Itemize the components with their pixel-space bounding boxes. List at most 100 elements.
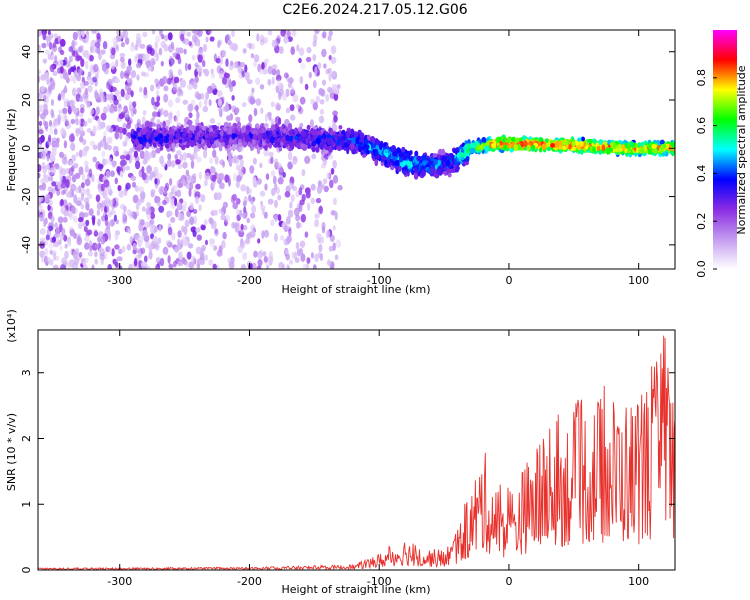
noise-speckle xyxy=(118,103,122,109)
noise-speckle xyxy=(263,256,268,263)
ridge-speckle xyxy=(389,165,395,171)
noise-speckle xyxy=(96,45,101,55)
noise-speckle xyxy=(86,229,93,236)
noise-speckle xyxy=(271,39,278,48)
noise-speckle xyxy=(39,104,45,113)
noise-speckle xyxy=(128,100,133,109)
noise-speckle xyxy=(319,99,325,105)
noise-speckle xyxy=(186,251,192,260)
noise-speckle xyxy=(38,120,43,127)
noise-speckle xyxy=(50,215,55,223)
noise-speckle xyxy=(285,88,290,98)
noise-speckle xyxy=(176,201,182,210)
noise-speckle xyxy=(129,147,136,153)
noise-speckle xyxy=(44,217,48,225)
noise-speckle xyxy=(117,95,122,102)
noise-speckle xyxy=(250,43,256,50)
noise-speckle xyxy=(224,104,230,112)
noise-speckle xyxy=(144,150,150,159)
noise-speckle xyxy=(246,79,253,85)
noise-speckle xyxy=(52,42,56,49)
noise-speckle xyxy=(227,153,231,163)
noise-speckle xyxy=(171,184,178,193)
noise-speckle xyxy=(263,229,269,238)
noise-speckle xyxy=(39,214,45,222)
noise-speckle xyxy=(63,98,70,106)
noise-speckle xyxy=(203,149,208,159)
noise-speckle xyxy=(86,128,92,133)
noise-speckle xyxy=(80,203,85,210)
noise-speckle xyxy=(260,200,264,207)
noise-speckle xyxy=(152,112,156,121)
noise-speckle xyxy=(147,65,152,72)
noise-speckle xyxy=(38,75,41,84)
noise-speckle xyxy=(271,68,277,76)
noise-speckle xyxy=(51,113,55,119)
noise-speckle xyxy=(107,231,112,241)
noise-speckle xyxy=(115,59,119,68)
ridge-speckle xyxy=(374,159,379,167)
noise-speckle xyxy=(180,33,185,42)
noise-speckle xyxy=(318,243,323,253)
noise-speckle xyxy=(113,214,117,222)
noise-speckle xyxy=(133,107,137,115)
noise-speckle xyxy=(313,264,317,269)
noise-speckle xyxy=(186,210,192,218)
noise-speckle xyxy=(85,60,89,70)
noise-speckle xyxy=(332,174,339,184)
noise-speckle xyxy=(59,245,63,251)
noise-speckle xyxy=(286,235,291,245)
noise-speckle xyxy=(204,98,208,106)
noise-speckle xyxy=(125,154,131,161)
noise-speckle xyxy=(117,126,124,134)
noise-speckle xyxy=(163,187,168,195)
noise-speckle xyxy=(242,48,247,54)
noise-speckle xyxy=(275,74,282,82)
noise-speckle xyxy=(287,265,290,269)
noise-speckle xyxy=(141,71,146,77)
noise-speckle xyxy=(186,152,192,158)
noise-speckle xyxy=(311,153,317,160)
noise-speckle xyxy=(83,235,90,242)
noise-speckle xyxy=(264,58,270,64)
noise-speckle xyxy=(290,114,296,121)
noise-speckle xyxy=(296,221,301,229)
noise-speckle xyxy=(310,98,316,105)
noise-speckle xyxy=(62,216,68,223)
noise-speckle xyxy=(71,174,77,183)
ridge-speckle xyxy=(338,125,343,130)
noise-speckle xyxy=(141,166,145,174)
noise-speckle xyxy=(172,52,177,58)
noise-speckle xyxy=(235,181,240,189)
noise-speckle xyxy=(131,181,137,188)
noise-speckle xyxy=(199,92,205,100)
noise-speckle xyxy=(270,101,275,108)
noise-speckle xyxy=(78,166,84,175)
noise-speckle xyxy=(141,206,146,212)
noise-speckle xyxy=(95,243,99,249)
noise-speckle xyxy=(88,168,93,178)
noise-speckle xyxy=(277,162,281,169)
noise-speckle xyxy=(52,147,57,157)
noise-speckle xyxy=(298,248,304,256)
noise-speckle xyxy=(202,43,208,53)
noise-speckle xyxy=(68,133,75,143)
noise-speckle xyxy=(203,219,208,226)
noise-speckle xyxy=(301,169,306,177)
noise-speckle xyxy=(54,222,58,228)
noise-speckle xyxy=(95,72,99,80)
noise-speckle xyxy=(97,118,101,125)
noise-speckle xyxy=(107,157,113,165)
noise-speckle xyxy=(87,117,93,124)
noise-speckle xyxy=(319,253,324,261)
noise-speckle xyxy=(72,215,78,223)
noise-speckle xyxy=(335,239,342,248)
noise-speckle xyxy=(195,104,199,113)
noise-speckle xyxy=(78,149,83,158)
noise-speckle xyxy=(188,112,193,119)
noise-speckle xyxy=(334,254,339,261)
noise-speckle xyxy=(159,155,165,165)
noise-speckle xyxy=(158,205,165,213)
noise-speckle xyxy=(82,92,89,99)
noise-speckle xyxy=(298,203,303,213)
